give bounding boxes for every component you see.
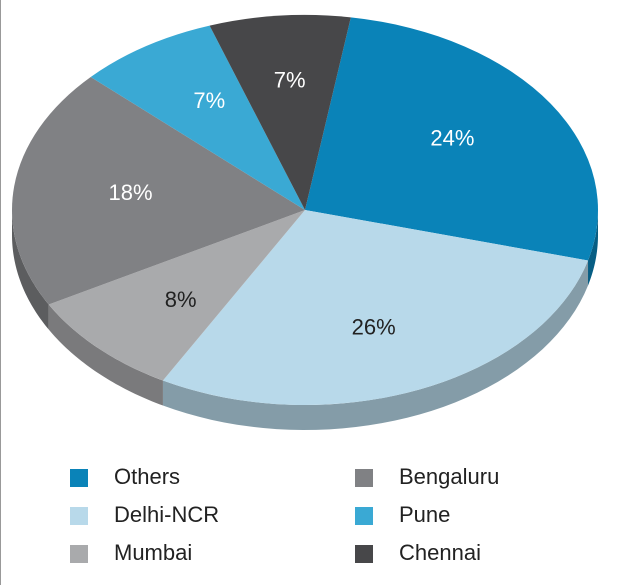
slice-side: [162, 260, 589, 430]
slice-side: [588, 210, 598, 286]
legend-label: Others: [114, 464, 180, 489]
legend-label: Mumbai: [114, 540, 192, 565]
value-label: 24%: [430, 126, 474, 151]
legend-label: Delhi-NCR: [114, 502, 219, 527]
slice-side: [48, 304, 163, 406]
legend-swatch: [70, 545, 88, 563]
slice: [90, 25, 305, 211]
legend-label: Bengaluru: [399, 464, 499, 489]
legend-swatch: [355, 545, 373, 563]
legend-swatch: [70, 469, 88, 487]
value-label: 7%: [274, 68, 306, 93]
legend-swatch: [355, 507, 373, 525]
legend-label: Pune: [399, 502, 450, 527]
value-label: 26%: [352, 314, 396, 339]
slice: [162, 210, 589, 406]
legend-swatch: [355, 469, 373, 487]
legend-label: Chennai: [399, 540, 481, 565]
value-label: 18%: [108, 180, 152, 205]
slice-side: [12, 210, 49, 330]
slice: [48, 210, 306, 381]
slice: [305, 17, 598, 261]
value-label: 8%: [165, 287, 197, 312]
slice: [11, 77, 305, 305]
value-label: 7%: [193, 88, 225, 113]
legend-swatch: [70, 507, 88, 525]
slice: [209, 15, 351, 211]
